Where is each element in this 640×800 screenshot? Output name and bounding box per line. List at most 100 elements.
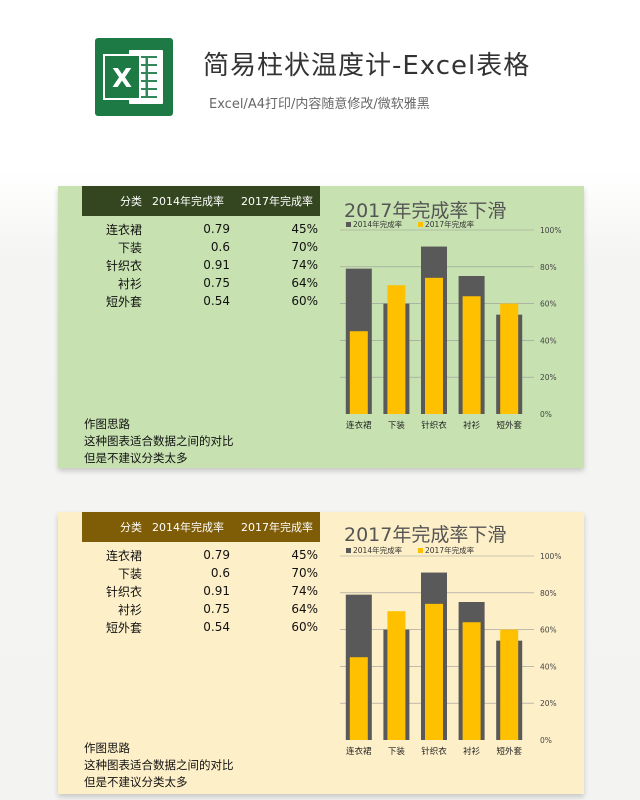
legend-swatch — [418, 548, 423, 553]
y-tick-label: 20% — [540, 699, 557, 708]
header-2017: 2017年完成率 — [241, 195, 313, 208]
notes: 作图思路 这种图表适合数据之间的对比 但是不建议分类太多 — [84, 740, 234, 791]
cell-category: 衬衫 — [117, 602, 142, 617]
notes-line: 但是不建议分类太多 — [84, 451, 188, 465]
table-row: 针织衣 0.91 74% — [82, 582, 320, 600]
cell-2014: 0.6 — [210, 240, 230, 254]
x-tick-label: 连衣裙 — [346, 746, 372, 757]
cell-category: 短外套 — [105, 620, 142, 635]
cell-2014: 0.54 — [203, 620, 230, 634]
notes-heading: 作图思路 — [84, 417, 130, 431]
table-row: 连衣裙 0.79 45% — [82, 546, 320, 564]
legend-label: 2014年完成率 — [353, 545, 403, 555]
table-row: 衬衫 0.75 64% — [82, 274, 320, 292]
yellow-panel: 分类 2014年完成率 2017年完成率 连衣裙 0.79 45% 下装 0.6 70%… — [58, 512, 584, 794]
bar-2017 — [387, 285, 406, 414]
cell-2017: 64% — [291, 602, 318, 616]
chart-title: 2017年完成率下滑 — [344, 200, 507, 222]
cell-2017: 74% — [291, 258, 318, 272]
y-tick-label: 20% — [540, 373, 557, 382]
y-tick-label: 0% — [540, 410, 552, 419]
bar-2017 — [387, 611, 406, 740]
notes-line: 但是不建议分类太多 — [84, 775, 188, 789]
table-header: 分类 2014年完成率 2017年完成率 — [82, 186, 320, 216]
table-header: 分类 2014年完成率 2017年完成率 — [82, 512, 320, 542]
legend-label: 2017年完成率 — [425, 545, 475, 555]
y-tick-label: 40% — [540, 336, 557, 345]
table-row: 短外套 0.54 60% — [82, 292, 320, 310]
legend-swatch — [346, 222, 351, 227]
header-category: 分类 — [120, 195, 142, 208]
bar-2017 — [349, 657, 368, 740]
cell-2017: 70% — [291, 240, 318, 254]
cell-2017: 60% — [291, 620, 318, 634]
x-tick-label: 针织衣 — [421, 746, 447, 757]
x-tick-label: 短外套 — [496, 420, 522, 431]
cell-2014: 0.91 — [203, 584, 230, 598]
page-subtitle: Excel/A4打印/内容随意修改/微软雅黑 — [209, 97, 430, 112]
bar-2017 — [425, 603, 443, 740]
notes-heading: 作图思路 — [84, 741, 130, 755]
table-row: 短外套 0.54 60% — [82, 618, 320, 636]
y-tick-label: 100% — [540, 226, 561, 235]
cell-2014: 0.75 — [203, 602, 230, 616]
x-tick-label: 针织衣 — [421, 420, 447, 431]
excel-x-letter: X — [103, 54, 141, 100]
cell-category: 连衣裙 — [105, 548, 142, 563]
cell-2017: 60% — [291, 294, 318, 308]
x-tick-label: 下装 — [388, 746, 406, 757]
chart-legend: 2014年完成率 2017年完成率 — [346, 219, 475, 229]
y-tick-label: 40% — [540, 662, 557, 671]
bar-2017 — [425, 277, 443, 414]
cell-2017: 64% — [291, 276, 318, 290]
bar-2017 — [462, 622, 481, 740]
bar-chart: 2014年完成率 2017年完成率 0% 20% 40% 60% 80% 100% 连衣裙 下装 针… — [340, 219, 561, 431]
cell-2014: 0.91 — [203, 258, 230, 272]
cell-2017: 45% — [291, 222, 318, 236]
table-body: 连衣裙 0.79 45% 下装 0.6 70% 针织衣 0.91 74% 衬衫 0.75 64%… — [82, 220, 320, 310]
cell-2014: 0.54 — [203, 294, 230, 308]
cell-category: 针织衣 — [105, 258, 142, 273]
legend-swatch — [418, 222, 423, 227]
excel-logo-icon: X — [95, 38, 173, 116]
header-category: 分类 — [120, 521, 142, 534]
page-title: 简易柱状温度计-Excel表格 — [203, 51, 531, 81]
x-tick-label: 衬衫 — [463, 746, 481, 757]
x-tick-label: 短外套 — [496, 746, 522, 757]
green-panel: 分类 2014年完成率 2017年完成率 连衣裙 0.79 45% 下装 0.6 70%… — [58, 186, 584, 468]
legend-label: 2017年完成率 — [425, 219, 475, 229]
bar-2017 — [500, 303, 519, 414]
x-tick-label: 衬衫 — [463, 420, 481, 431]
table-row: 连衣裙 0.79 45% — [82, 220, 320, 238]
y-tick-label: 0% — [540, 736, 552, 745]
cell-2014: 0.79 — [203, 222, 230, 236]
header-2017: 2017年完成率 — [241, 521, 313, 534]
bar-2017 — [462, 296, 481, 414]
bar-2017 — [500, 629, 519, 740]
header-2014: 2014年完成率 — [152, 521, 224, 534]
y-tick-label: 80% — [540, 263, 557, 272]
cell-2017: 45% — [291, 548, 318, 562]
y-tick-label: 60% — [540, 300, 557, 309]
bar-chart: 2014年完成率 2017年完成率 0% 20% 40% 60% 80% 100% 连衣裙 下装 针… — [340, 545, 561, 757]
x-tick-label: 连衣裙 — [346, 420, 372, 431]
cell-2014: 0.75 — [203, 276, 230, 290]
cell-2014: 0.6 — [210, 566, 230, 580]
cell-category: 衬衫 — [117, 276, 142, 291]
cell-category: 下装 — [117, 566, 142, 581]
notes-line: 这种图表适合数据之间的对比 — [84, 434, 234, 448]
legend-swatch — [346, 548, 351, 553]
bar-2017 — [349, 331, 368, 414]
cell-category: 下装 — [117, 240, 142, 255]
chart-legend: 2014年完成率 2017年完成率 — [346, 545, 475, 555]
legend-label: 2014年完成率 — [353, 219, 403, 229]
table-row: 下装 0.6 70% — [82, 564, 320, 582]
y-tick-label: 80% — [540, 589, 557, 598]
cell-2017: 70% — [291, 566, 318, 580]
cell-category: 连衣裙 — [105, 222, 142, 237]
y-tick-label: 100% — [540, 552, 561, 561]
notes-line: 这种图表适合数据之间的对比 — [84, 758, 234, 772]
table-row: 衬衫 0.75 64% — [82, 600, 320, 618]
header-2014: 2014年完成率 — [152, 195, 224, 208]
notes: 作图思路 这种图表适合数据之间的对比 但是不建议分类太多 — [84, 416, 234, 467]
